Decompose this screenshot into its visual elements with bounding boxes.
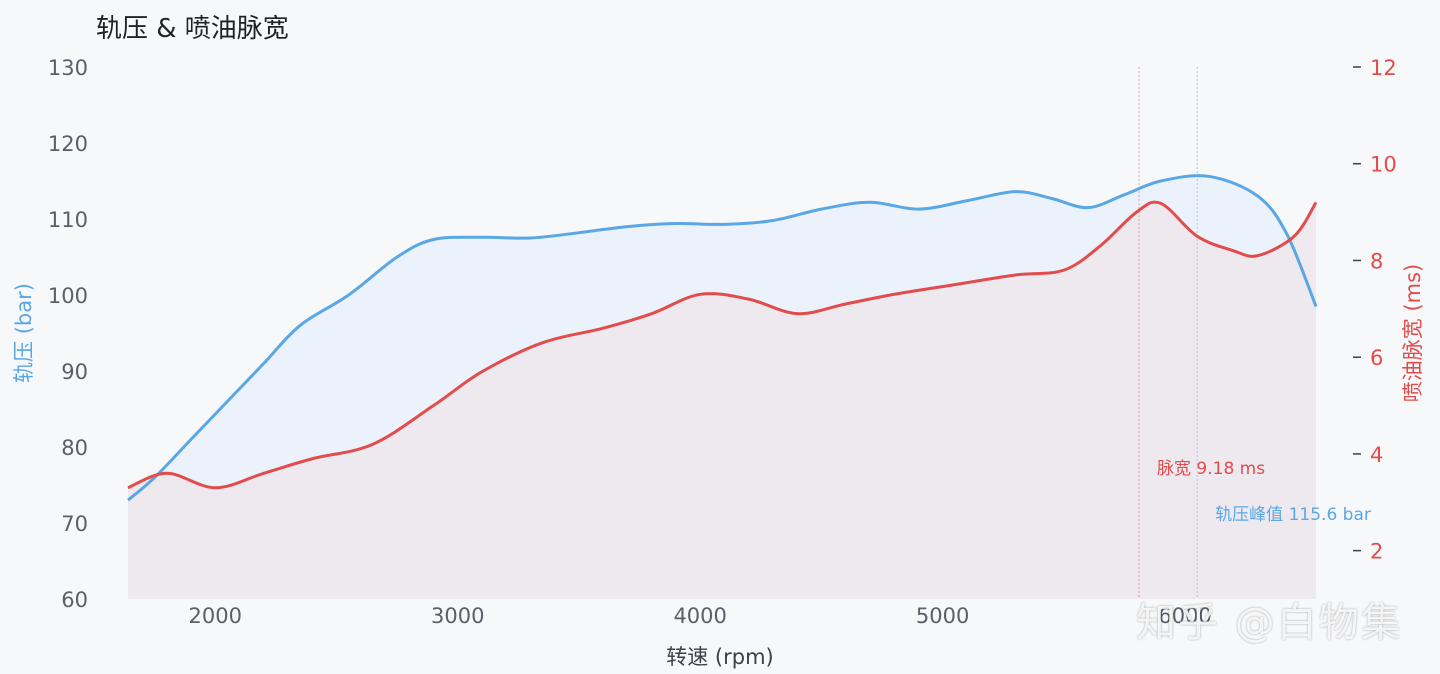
y-right-tick-label: 10 — [1370, 153, 1397, 177]
rail-pressure-line — [127, 174, 1318, 502]
pulse-peak-annotation: 脉宽 9.18 ms — [1157, 459, 1265, 479]
y-right-tick-label: 2 — [1370, 540, 1383, 564]
y-left-tick-label: 130 — [48, 56, 88, 80]
y-left-tick-label: 110 — [48, 208, 88, 232]
y-left-tick-label: 70 — [61, 512, 88, 536]
y-left-tick-label: 90 — [61, 360, 88, 384]
x-axis-title: 转速 (rpm) — [666, 645, 773, 669]
x-tick-label: 2000 — [189, 604, 242, 628]
chart-title: 轨压 & 喷油脉宽 — [96, 14, 289, 44]
y-right-tick-label: 12 — [1370, 56, 1397, 80]
x-tick-label: 4000 — [673, 604, 726, 628]
y-right-tick-label: 6 — [1370, 346, 1383, 370]
y-right-tick-label: 8 — [1370, 249, 1383, 273]
x-tick-label: 6000 — [1158, 604, 1211, 628]
y-left-tick-label: 100 — [48, 284, 88, 308]
y-right-axis-title: 喷油脉宽 (ms) — [1401, 264, 1425, 402]
rail-peak-annotation: 轨压峰值 115.6 bar — [1215, 505, 1371, 525]
y-right-tick-label: 4 — [1370, 443, 1383, 467]
y-left-tick-label: 80 — [61, 436, 88, 460]
y-left-tick-label: 60 — [61, 588, 88, 612]
x-tick-label: 5000 — [916, 604, 969, 628]
injection-pulse-area — [128, 202, 1316, 599]
y-left-axis-title: 轨压 (bar) — [12, 283, 36, 383]
injection-pulse-line — [127, 200, 1318, 490]
x-tick-label: 3000 — [431, 604, 484, 628]
y-left-tick-label: 120 — [48, 132, 88, 156]
watermark: 知乎 @白物集 — [1136, 600, 1403, 646]
